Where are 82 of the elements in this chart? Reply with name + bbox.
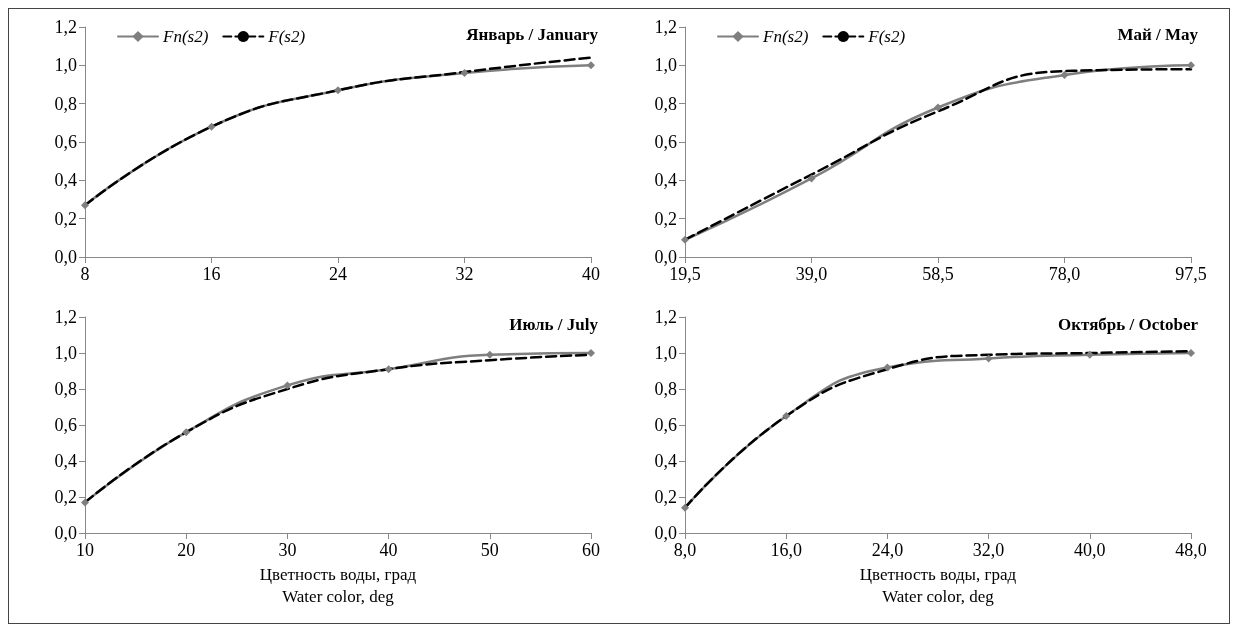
point — [934, 103, 942, 112]
x-tick-label: 40 — [379, 540, 398, 560]
x-axis-title: Цветность воды, град Water color, deg — [859, 565, 1017, 607]
y-tick-label: 0,0 — [54, 523, 77, 543]
y-tick-label: 0,4 — [654, 170, 677, 191]
point — [587, 349, 595, 357]
y-tick-label: 1,2 — [654, 307, 677, 327]
point — [81, 498, 89, 507]
y-tick-label: 0,6 — [654, 415, 677, 435]
x-tick-label: 16 — [202, 264, 221, 284]
point — [334, 86, 342, 95]
point — [1060, 70, 1069, 79]
point — [984, 354, 993, 363]
y-tick-label: 0,2 — [654, 487, 677, 507]
point — [681, 503, 689, 512]
y-tick-label: 0,6 — [654, 132, 677, 152]
x-axis-title: Цветность воды, град Water color, deg — [259, 565, 417, 607]
x-tick-label: 50 — [480, 540, 499, 560]
point — [182, 428, 191, 437]
y-tick-label: 0,6 — [54, 415, 77, 435]
point — [1085, 350, 1094, 359]
x-tick-label: 32,0 — [972, 540, 1005, 560]
point — [1187, 349, 1195, 357]
x-tick-label: 58,5 — [922, 264, 954, 284]
y-tick-label: 0,2 — [54, 208, 77, 229]
x-tick-label: 24,0 — [871, 540, 904, 560]
x-tick-label: 10 — [76, 540, 94, 560]
point — [81, 201, 89, 210]
y-tick-label: 0,8 — [54, 93, 77, 114]
y-tick-label: 0,8 — [654, 379, 677, 399]
point — [283, 381, 292, 390]
x-tick-label: 39,0 — [795, 264, 828, 284]
chart-title: Октябрь / October — [1058, 315, 1199, 334]
x-tick-label: 8,0 — [673, 540, 697, 560]
x-tick-label: 20 — [177, 540, 196, 560]
y-tick-label: 1,2 — [654, 17, 677, 37]
chart-title: Январь / January — [466, 25, 599, 44]
x-tick-label: 60 — [582, 540, 600, 560]
legend-label: Fn(s2) — [162, 27, 209, 46]
chart-title: Июль / July — [509, 315, 599, 334]
y-tick-label: 1,2 — [54, 307, 77, 327]
point — [460, 69, 469, 77]
x-tick-label: 97,5 — [1175, 264, 1207, 284]
point — [782, 412, 791, 420]
x-tick-label: 16,0 — [770, 540, 802, 560]
y-tick-label: 0,8 — [654, 93, 677, 114]
y-tick-label: 1,0 — [54, 55, 77, 76]
x-tick-label: 8 — [80, 264, 90, 284]
y-tick-label: 1,0 — [654, 343, 677, 363]
y-tick-label: 0,4 — [654, 451, 677, 471]
y-tick-label: 0,2 — [654, 208, 677, 229]
x-tick-label: 19,5 — [669, 264, 701, 284]
y-tick-label: 0,4 — [54, 451, 77, 471]
point — [384, 365, 393, 374]
y-tick-label: 0,2 — [54, 487, 77, 507]
x-tick-label: 24 — [329, 264, 347, 284]
x-tick-label: 48,0 — [1175, 540, 1207, 560]
point — [1187, 61, 1195, 70]
point — [485, 350, 494, 359]
y-tick-label: 1,0 — [54, 343, 77, 363]
point — [883, 363, 892, 372]
x-tick-label: 40,0 — [1074, 540, 1106, 560]
point — [207, 122, 216, 131]
y-tick-label: 0,0 — [54, 247, 77, 267]
y-tick-label: 1,0 — [654, 55, 677, 76]
chart-title: Май / May — [1117, 25, 1199, 44]
x-tick-label: 40 — [582, 264, 600, 284]
point — [681, 235, 689, 244]
y-tick-label: 0,6 — [54, 132, 77, 152]
y-tick-label: 0,0 — [654, 523, 677, 543]
x-tick-label: 32 — [455, 264, 474, 284]
point — [587, 61, 595, 70]
y-tick-label: 0,0 — [654, 247, 677, 267]
y-tick-label: 0,4 — [54, 170, 77, 191]
x-tick-label: 30 — [278, 540, 297, 560]
y-tick-label: 0,8 — [54, 379, 77, 399]
x-tick-label: 78,0 — [1048, 264, 1081, 284]
legend-label: Fn(s2) — [762, 27, 809, 46]
y-tick-label: 1,2 — [54, 17, 77, 37]
legend-label: F(s2) — [267, 27, 306, 46]
point — [807, 174, 816, 183]
legend-label: F(s2) — [867, 27, 906, 46]
